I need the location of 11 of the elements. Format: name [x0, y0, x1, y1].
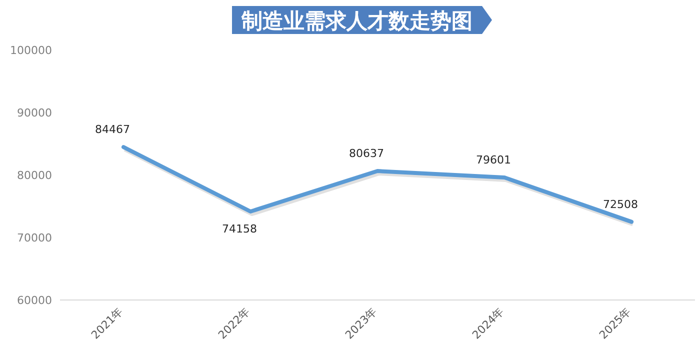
data-label: 84467	[95, 123, 130, 136]
y-tick-label: 80000	[17, 169, 52, 182]
data-label: 74158	[222, 222, 257, 236]
chart-title: 制造业需求人才数走势图	[240, 9, 472, 33]
data-label: 79601	[476, 153, 511, 166]
y-tick-label: 70000	[17, 232, 52, 244]
y-tick-label: 90000	[17, 106, 52, 120]
y-tick-label: 100000	[10, 44, 52, 57]
y-tick-label: 60000	[17, 294, 52, 307]
data-label: 72508	[603, 198, 638, 211]
data-label: 80637	[349, 147, 384, 160]
